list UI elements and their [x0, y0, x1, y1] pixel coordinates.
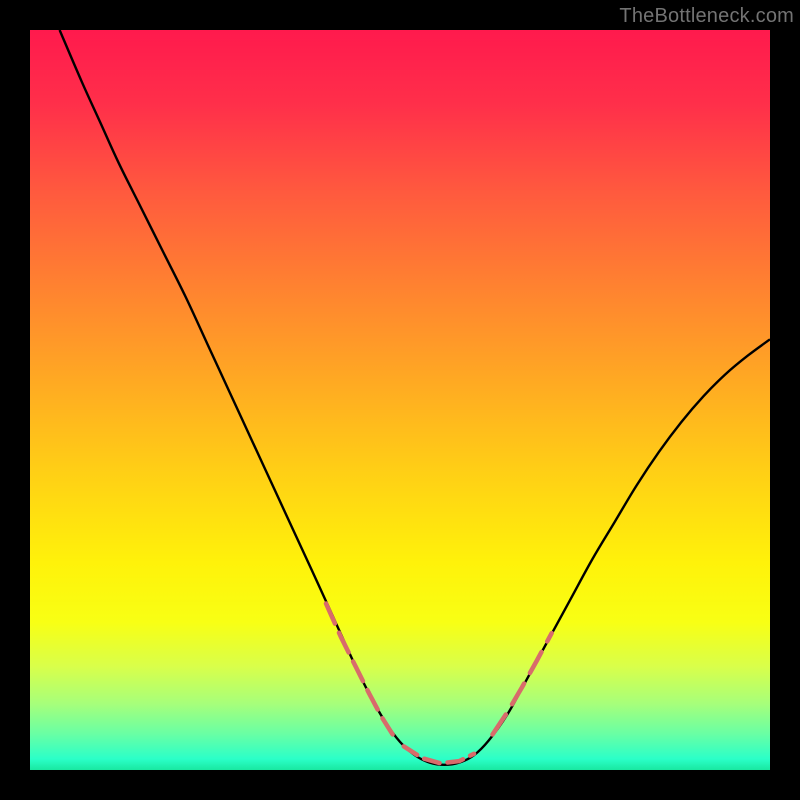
curve-tick-marks	[326, 604, 552, 764]
chart-container: TheBottleneck.com	[0, 0, 800, 800]
chart-plot-area	[30, 30, 770, 770]
chart-lines-overlay	[30, 30, 770, 770]
watermark-text: TheBottleneck.com	[619, 5, 794, 28]
bottleneck-curve	[60, 30, 770, 765]
